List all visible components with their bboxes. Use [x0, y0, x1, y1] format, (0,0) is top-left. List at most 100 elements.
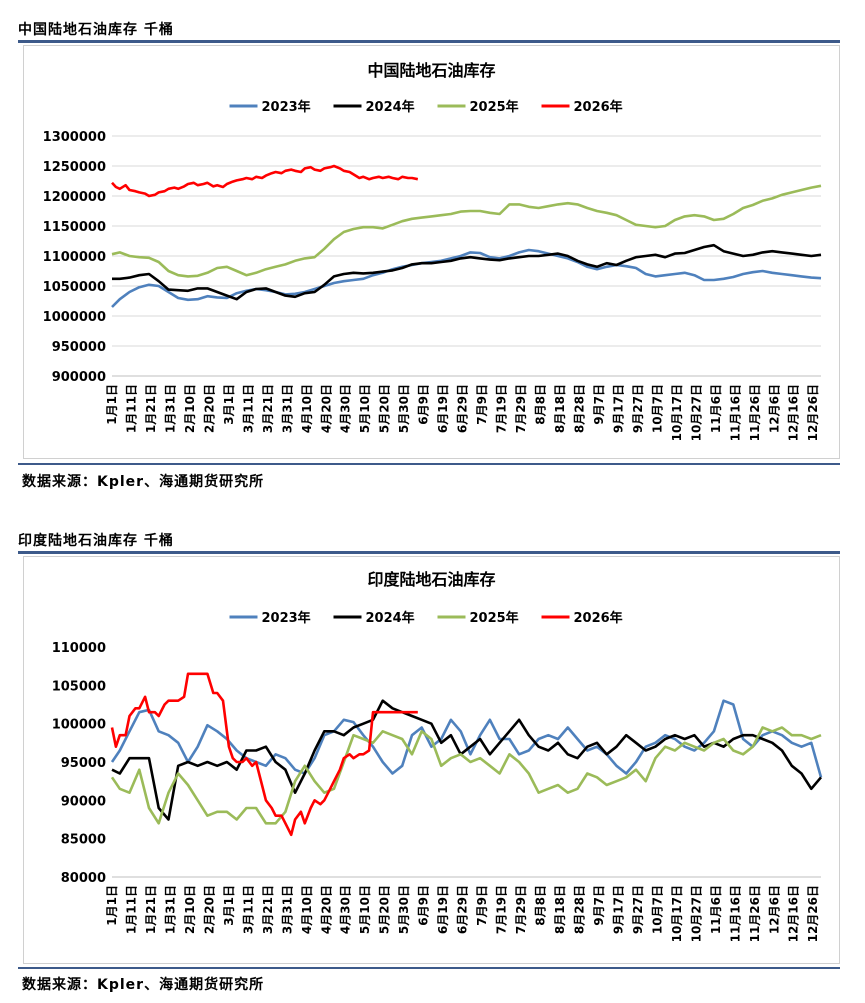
legend-label: 2026年	[574, 99, 623, 115]
x-tick-label: 5月20日	[378, 885, 392, 934]
section-rule-bottom	[18, 463, 840, 465]
legend-label: 2025年	[470, 610, 519, 626]
x-tick-label: 6月29日	[456, 384, 470, 433]
x-tick-label: 3月31日	[280, 384, 294, 433]
x-tick-label: 3月31日	[280, 885, 294, 934]
x-tick-label: 11月6日	[709, 885, 723, 934]
x-tick-label: 2月20日	[202, 384, 216, 433]
y-tick-label: 95000	[61, 756, 106, 771]
series-line	[112, 243, 822, 301]
x-tick-label: 10月27日	[689, 384, 703, 441]
y-tick-label: 90000	[61, 794, 106, 809]
x-tick-label: 6月19日	[436, 885, 450, 934]
x-tick-label: 6月19日	[436, 384, 450, 433]
x-tick-label: 8月18日	[553, 384, 567, 433]
x-tick-label: 12月6日	[767, 885, 781, 934]
x-tick-label: 3月1日	[222, 384, 236, 425]
y-tick-label: 900000	[52, 370, 106, 385]
x-tick-label: 7月29日	[514, 885, 528, 934]
x-tick-label: 9月17日	[611, 384, 625, 433]
x-tick-label: 10月27日	[689, 885, 703, 942]
x-tick-label: 6月9日	[417, 384, 431, 425]
series-line	[110, 726, 822, 825]
x-tick-label: 9月27日	[631, 384, 645, 433]
series-line	[111, 184, 822, 278]
section-rule-top	[18, 551, 840, 554]
x-tick-label: 1月1日	[105, 384, 119, 425]
x-tick-label: 8月28日	[572, 384, 586, 433]
section-rule-top	[18, 40, 840, 43]
chart-title: 中国陆地石油库存	[367, 61, 495, 80]
x-tick-label: 9月7日	[592, 885, 606, 926]
x-tick-label: 1月31日	[163, 384, 177, 433]
x-tick-label: 12月26日	[806, 885, 820, 942]
x-tick-label: 6月29日	[456, 885, 470, 934]
series-line	[111, 164, 419, 198]
y-tick-label: 100000	[52, 718, 106, 733]
x-tick-label: 7月19日	[495, 885, 509, 934]
x-tick-label: 10月7日	[650, 384, 664, 433]
x-tick-label: 1月11日	[124, 384, 138, 433]
x-tick-label: 4月30日	[339, 885, 353, 934]
legend-label: 2024年	[366, 99, 415, 115]
series-line	[110, 672, 418, 837]
x-tick-label: 11月16日	[728, 384, 742, 441]
chart-box-india: 印度陆地石油库存 2023年 2024年 2025年 2026年 110000 105000…	[23, 556, 840, 964]
x-tick-label: 9月7日	[592, 384, 606, 425]
y-tick-label: 1200000	[43, 190, 106, 205]
legend-label: 2026年	[574, 610, 623, 626]
section-rule-bottom	[18, 967, 840, 969]
x-tick-label: 12月6日	[767, 384, 781, 433]
x-tick-label: 11月16日	[728, 885, 742, 942]
y-tick-label: 1250000	[43, 160, 106, 175]
chart-title: 印度陆地石油库存	[367, 570, 495, 589]
x-tick-label: 2月10日	[183, 885, 197, 934]
y-tick-label: 105000	[52, 679, 106, 694]
x-tick-label: 7月19日	[495, 384, 509, 433]
x-tick-label: 1月21日	[144, 384, 158, 433]
x-tick-label: 8月28日	[572, 885, 586, 934]
y-tick-label: 85000	[61, 833, 106, 848]
legend-label: 2025年	[470, 99, 519, 115]
x-tick-label: 4月10日	[300, 384, 314, 433]
legend-label: 2024年	[366, 610, 415, 626]
chart-box-china: 中国陆地石油库存 2023年 2024年 2025年 2026年 1300000 12500…	[23, 45, 840, 459]
section-title-india: 印度陆地石油库存 千桶	[18, 533, 174, 549]
x-tick-label: 5月10日	[358, 885, 372, 934]
y-tick-label: 1150000	[43, 220, 106, 235]
x-tick-label: 1月31日	[163, 885, 177, 934]
section-title-china: 中国陆地石油库存 千桶	[18, 22, 174, 38]
source-note: 数据来源：Kpler、海通期货研究所	[22, 977, 265, 993]
x-tick-label: 5月20日	[378, 384, 392, 433]
x-tick-label: 4月30日	[339, 384, 353, 433]
x-tick-label: 12月26日	[806, 384, 820, 441]
x-tick-label: 3月21日	[261, 384, 275, 433]
legend-label: 2023年	[262, 610, 311, 626]
x-tick-label: 12月16日	[787, 885, 801, 942]
x-tick-label: 3月11日	[241, 384, 255, 433]
x-tick-label: 12月16日	[787, 384, 801, 441]
china-inventory-chart: 中国陆地石油库存 2023年 2024年 2025年 2026年 1300000 12500…	[43, 61, 822, 441]
y-tick-label: 110000	[52, 641, 106, 656]
x-tick-label: 5月30日	[397, 885, 411, 934]
x-tick-label: 10月7日	[650, 885, 664, 934]
series-line	[111, 699, 822, 821]
x-tick-label: 10月17日	[670, 384, 684, 441]
x-tick-label: 3月11日	[241, 885, 255, 934]
x-tick-label: 1月21日	[144, 885, 158, 934]
y-tick-label: 80000	[61, 871, 106, 886]
x-tick-label: 2月20日	[202, 885, 216, 934]
x-tick-label: 4月10日	[300, 885, 314, 934]
x-tick-label: 2月10日	[183, 384, 197, 433]
source-note: 数据来源：Kpler、海通期货研究所	[22, 474, 265, 490]
y-tick-label: 1100000	[43, 250, 106, 265]
x-tick-label: 11月26日	[748, 384, 762, 441]
india-inventory-chart: 印度陆地石油库存 2023年 2024年 2025年 2026年 110000 105000…	[52, 570, 823, 942]
legend-label: 2023年	[262, 99, 311, 115]
y-tick-label: 950000	[52, 340, 106, 355]
y-tick-label: 1050000	[43, 280, 106, 295]
x-tick-label: 1月11日	[124, 885, 138, 934]
x-tick-label: 8月18日	[553, 885, 567, 934]
x-tick-label: 4月20日	[319, 384, 333, 433]
x-tick-label: 9月27日	[631, 885, 645, 934]
